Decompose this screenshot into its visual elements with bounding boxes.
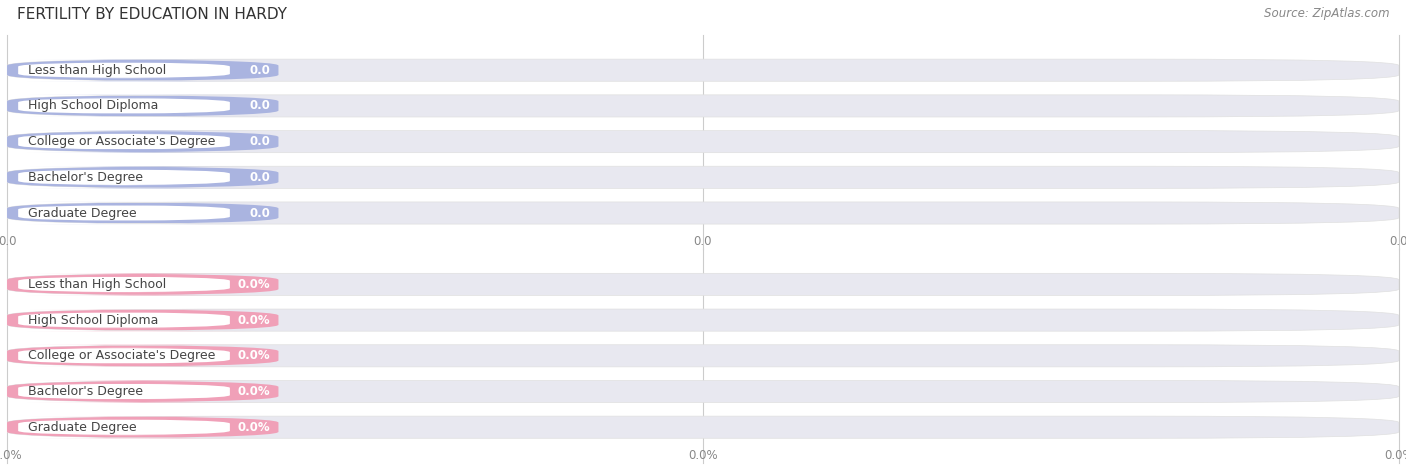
- FancyBboxPatch shape: [18, 277, 229, 292]
- Text: Less than High School: Less than High School: [28, 278, 166, 291]
- Text: 0.0%: 0.0%: [238, 349, 270, 362]
- FancyBboxPatch shape: [7, 416, 278, 438]
- Text: 0.0%: 0.0%: [238, 385, 270, 398]
- Text: 0.0: 0.0: [249, 64, 270, 77]
- Text: Bachelor's Degree: Bachelor's Degree: [28, 171, 143, 184]
- FancyBboxPatch shape: [7, 95, 278, 117]
- FancyBboxPatch shape: [7, 202, 1399, 224]
- Text: Graduate Degree: Graduate Degree: [28, 207, 136, 219]
- Text: 0.0: 0.0: [249, 99, 270, 112]
- Text: Less than High School: Less than High School: [28, 64, 166, 77]
- Text: Graduate Degree: Graduate Degree: [28, 421, 136, 434]
- Text: 0.0: 0.0: [249, 171, 270, 184]
- FancyBboxPatch shape: [18, 419, 229, 435]
- FancyBboxPatch shape: [7, 59, 1399, 81]
- FancyBboxPatch shape: [7, 166, 278, 188]
- FancyBboxPatch shape: [7, 202, 278, 224]
- FancyBboxPatch shape: [7, 130, 1399, 153]
- FancyBboxPatch shape: [7, 273, 278, 296]
- Text: 0.0: 0.0: [249, 207, 270, 219]
- Text: College or Associate's Degree: College or Associate's Degree: [28, 135, 215, 148]
- FancyBboxPatch shape: [7, 309, 1399, 331]
- Text: Source: ZipAtlas.com: Source: ZipAtlas.com: [1264, 7, 1389, 20]
- Text: 0.0%: 0.0%: [238, 278, 270, 291]
- FancyBboxPatch shape: [7, 59, 278, 81]
- Text: 0.0: 0.0: [249, 135, 270, 148]
- FancyBboxPatch shape: [18, 134, 229, 149]
- FancyBboxPatch shape: [7, 380, 278, 403]
- FancyBboxPatch shape: [7, 273, 1399, 296]
- FancyBboxPatch shape: [18, 98, 229, 114]
- FancyBboxPatch shape: [7, 95, 1399, 117]
- Text: FERTILITY BY EDUCATION IN HARDY: FERTILITY BY EDUCATION IN HARDY: [17, 7, 287, 22]
- Text: College or Associate's Degree: College or Associate's Degree: [28, 349, 215, 362]
- FancyBboxPatch shape: [18, 169, 229, 185]
- Text: 0.0%: 0.0%: [238, 314, 270, 327]
- FancyBboxPatch shape: [18, 312, 229, 328]
- FancyBboxPatch shape: [7, 309, 278, 331]
- FancyBboxPatch shape: [7, 166, 1399, 188]
- FancyBboxPatch shape: [7, 416, 1399, 438]
- FancyBboxPatch shape: [18, 205, 229, 221]
- FancyBboxPatch shape: [7, 345, 1399, 367]
- FancyBboxPatch shape: [18, 62, 229, 78]
- Text: Bachelor's Degree: Bachelor's Degree: [28, 385, 143, 398]
- Text: High School Diploma: High School Diploma: [28, 99, 159, 112]
- Text: High School Diploma: High School Diploma: [28, 314, 159, 327]
- FancyBboxPatch shape: [18, 348, 229, 364]
- FancyBboxPatch shape: [7, 380, 1399, 403]
- Text: 0.0%: 0.0%: [238, 421, 270, 434]
- FancyBboxPatch shape: [7, 130, 278, 153]
- FancyBboxPatch shape: [18, 384, 229, 399]
- FancyBboxPatch shape: [7, 345, 278, 367]
